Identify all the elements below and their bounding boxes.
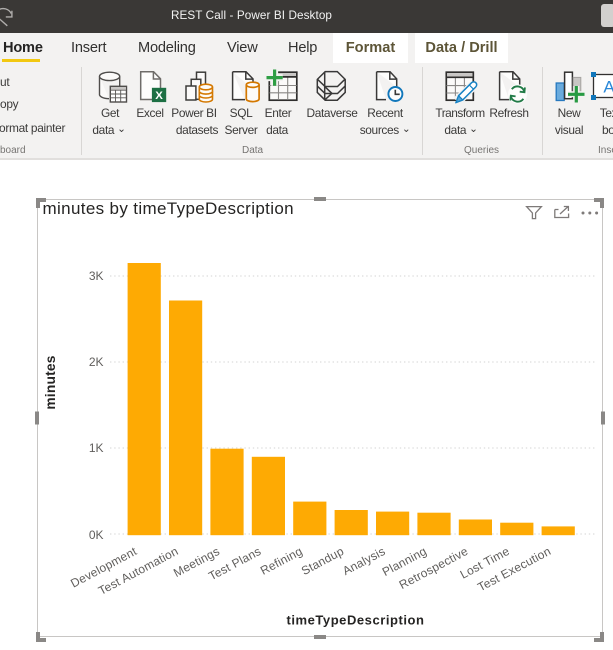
svg-text:X: X xyxy=(155,90,163,102)
svg-text:timeTypeDescription: timeTypeDescription xyxy=(286,613,424,628)
svg-text:Analysis: Analysis xyxy=(340,544,387,578)
svg-text:Refining: Refining xyxy=(258,544,305,578)
svg-text:1K: 1K xyxy=(89,441,104,455)
svg-text:3K: 3K xyxy=(89,269,104,283)
svg-text:minutes: minutes xyxy=(43,355,58,409)
svg-text:A: A xyxy=(603,78,613,97)
svg-text:Standup: Standup xyxy=(299,544,346,578)
svg-text:2K: 2K xyxy=(89,355,104,369)
svg-text:0K: 0K xyxy=(89,528,104,542)
